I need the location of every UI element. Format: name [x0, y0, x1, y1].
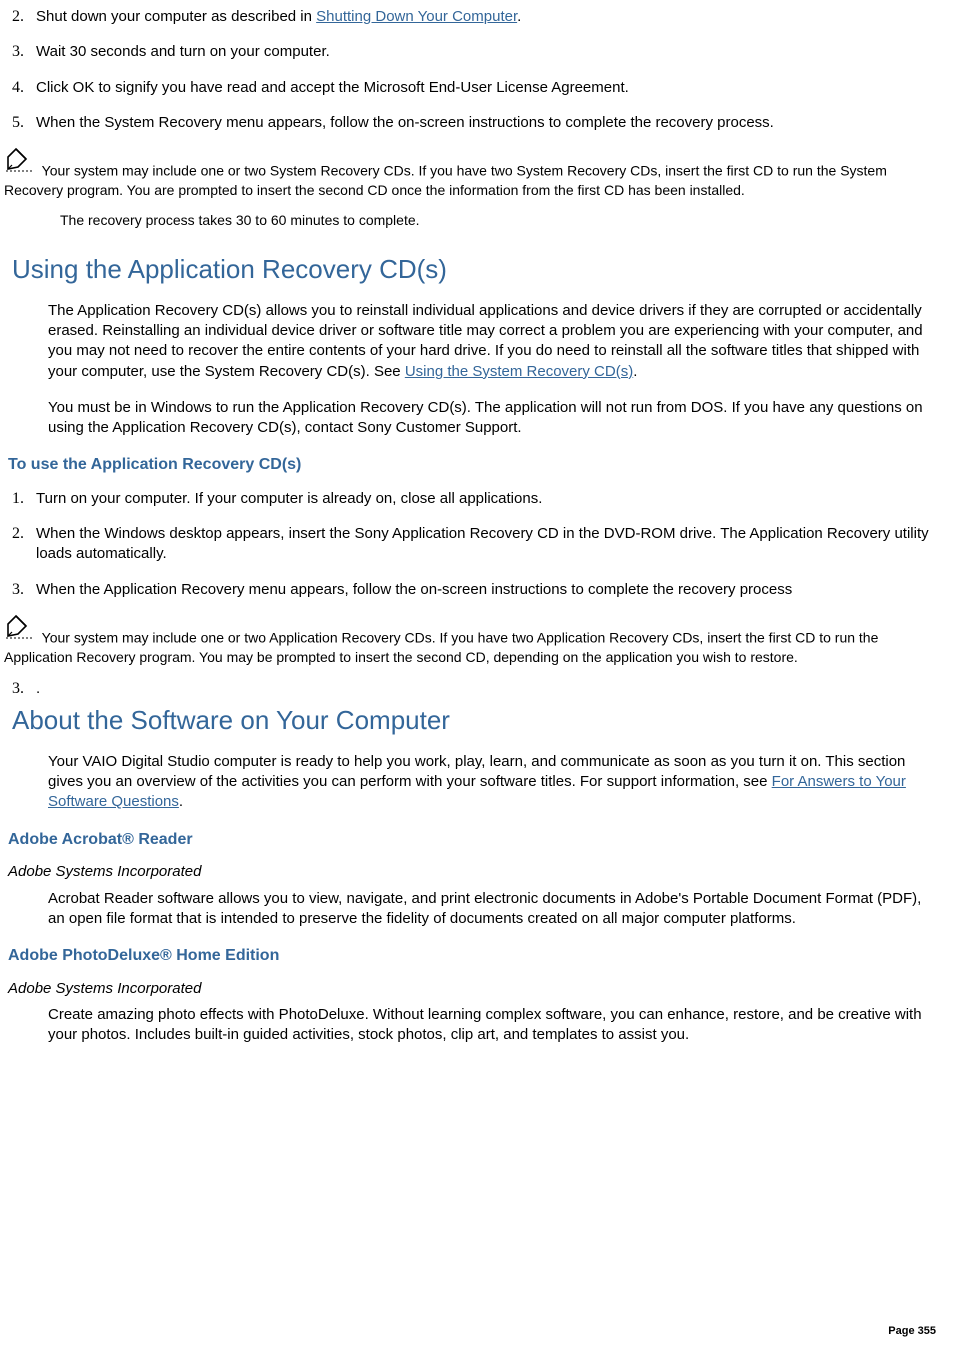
pencil-note-icon — [4, 147, 34, 179]
recovery-time-para: The recovery process takes 30 to 60 minu… — [60, 211, 946, 230]
note-block-1: Your system may include one or two Syste… — [4, 147, 946, 201]
note1-text: Your system may include one or two Syste… — [4, 163, 887, 199]
section-app-recovery-title: Using the Application Recovery CD(s) — [12, 252, 946, 287]
li2-post: . — [517, 8, 521, 25]
para1-post: . — [633, 363, 637, 380]
about-post: . — [179, 793, 183, 810]
app-li3: When the Application Recovery menu appea… — [28, 579, 946, 600]
note2-text: Your system may include one or two Appli… — [4, 629, 878, 665]
list-item-2: Shut down your computer as described in … — [28, 6, 946, 27]
top-ordered-list: Shut down your computer as described in … — [28, 6, 946, 133]
page-number: Page 355 — [888, 1324, 936, 1339]
photodeluxe-desc: Create amazing photo effects with PhotoD… — [48, 1005, 938, 1046]
to-use-app-recovery-heading: To use the Application Recovery CD(s) — [8, 454, 946, 476]
pencil-note-icon — [4, 614, 34, 646]
about-software-para: Your VAIO Digital Studio computer is rea… — [48, 752, 938, 813]
note-block-2: Your system may include one or two Appli… — [4, 614, 946, 668]
li2-pre: Shut down your computer as described in — [36, 8, 316, 25]
list-item-4: Click OK to signify you have read and ac… — [28, 77, 946, 98]
app-recovery-para2: You must be in Windows to run the Applic… — [48, 398, 938, 439]
trailing-li: . — [28, 678, 946, 699]
trailing-list: . — [28, 678, 946, 699]
acrobat-vendor: Adobe Systems Incorporated — [8, 862, 946, 882]
app-recovery-list: Turn on your computer. If your computer … — [28, 488, 946, 600]
section-about-software-title: About the Software on Your Computer — [12, 703, 946, 738]
app-li1: Turn on your computer. If your computer … — [28, 488, 946, 509]
app-recovery-para1: The Application Recovery CD(s) allows yo… — [48, 301, 938, 382]
system-recovery-link[interactable]: Using the System Recovery CD(s) — [405, 363, 633, 380]
acrobat-desc: Acrobat Reader software allows you to vi… — [48, 889, 938, 930]
photodeluxe-heading: Adobe PhotoDeluxe® Home Edition — [8, 945, 946, 967]
app-li2: When the Windows desktop appears, insert… — [28, 523, 946, 565]
shutting-down-link[interactable]: Shutting Down Your Computer — [316, 8, 517, 25]
acrobat-reader-heading: Adobe Acrobat® Reader — [8, 829, 946, 851]
photodeluxe-vendor: Adobe Systems Incorporated — [8, 979, 946, 999]
list-item-3: Wait 30 seconds and turn on your compute… — [28, 41, 946, 62]
list-item-5: When the System Recovery menu appears, f… — [28, 112, 946, 133]
